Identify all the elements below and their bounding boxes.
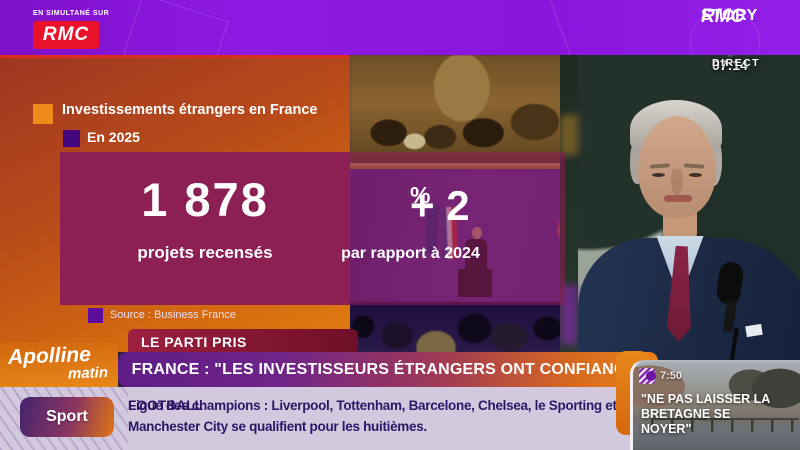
stat-box-overlay xyxy=(350,152,565,305)
ticker-text: Ligue des champions : Liverpool, Tottenh… xyxy=(128,398,617,434)
studio-set-edge xyxy=(560,55,578,390)
guest-eyebrow xyxy=(684,163,705,169)
source-bullet-icon xyxy=(88,308,103,323)
source-credit: Source : Business France xyxy=(110,309,236,321)
guest-nose xyxy=(670,169,683,196)
guest-eye xyxy=(652,173,666,178)
next-program-card: 7:50 "NE PAS LAISSER LA BRETAGNE SE NOYE… xyxy=(630,360,800,450)
rmc-logo: RMC xyxy=(33,21,99,49)
stat-box xyxy=(60,152,350,305)
delta-value: + 2 xyxy=(410,182,470,229)
classical-painting xyxy=(350,55,565,163)
rmc-simulcast-logo: EN SIMULTANÉ SUR RMC xyxy=(33,10,109,52)
ticker-category-badge: Sport xyxy=(20,397,114,437)
orange-bullet-icon xyxy=(33,104,53,124)
program-logo-icon xyxy=(639,368,656,384)
delta-unit: % xyxy=(410,182,431,208)
clock-time: 07:14 xyxy=(712,57,748,73)
ticker-topic: FOOTBALL xyxy=(128,398,204,413)
guest-eye xyxy=(688,173,702,178)
purple-bullet-icon xyxy=(63,130,80,147)
show-logo-block: Apolline matin xyxy=(0,342,118,388)
top-channel-band xyxy=(0,0,800,89)
guest-face xyxy=(638,116,716,218)
stat-value: 1 878 xyxy=(141,173,269,226)
segment-kicker: LE PARTI PRIS xyxy=(128,329,358,355)
direct-badge: DIRECT xyxy=(712,57,761,69)
flood-scene-fence xyxy=(651,418,799,432)
next-program-quote: "NE PAS LAISSER LA BRETAGNE SE NOYER" xyxy=(641,392,770,436)
guest-mouth xyxy=(663,194,692,202)
simulcast-label: EN SIMULTANÉ SUR xyxy=(33,10,110,17)
guest-eyebrow xyxy=(649,163,670,169)
delta-label: par rapport à 2024 xyxy=(341,245,480,262)
rmc-story-logo-bottom: STORY xyxy=(701,7,758,24)
infographic-title: Investissements étrangers en France xyxy=(62,102,318,118)
next-program-time: 7:50 xyxy=(660,370,683,382)
studio-guest-video xyxy=(560,55,800,390)
stat-label: projets recensés xyxy=(137,243,273,262)
infographic-year: En 2025 xyxy=(87,129,140,145)
rmc-story-logo-top: RMC xyxy=(701,6,745,27)
panel-top-line xyxy=(0,55,350,58)
show-name-line2: matin xyxy=(67,364,109,383)
headline-banner: FRANCE : "LES INVESTISSEURS ÉTRANGERS ON… xyxy=(118,352,658,387)
